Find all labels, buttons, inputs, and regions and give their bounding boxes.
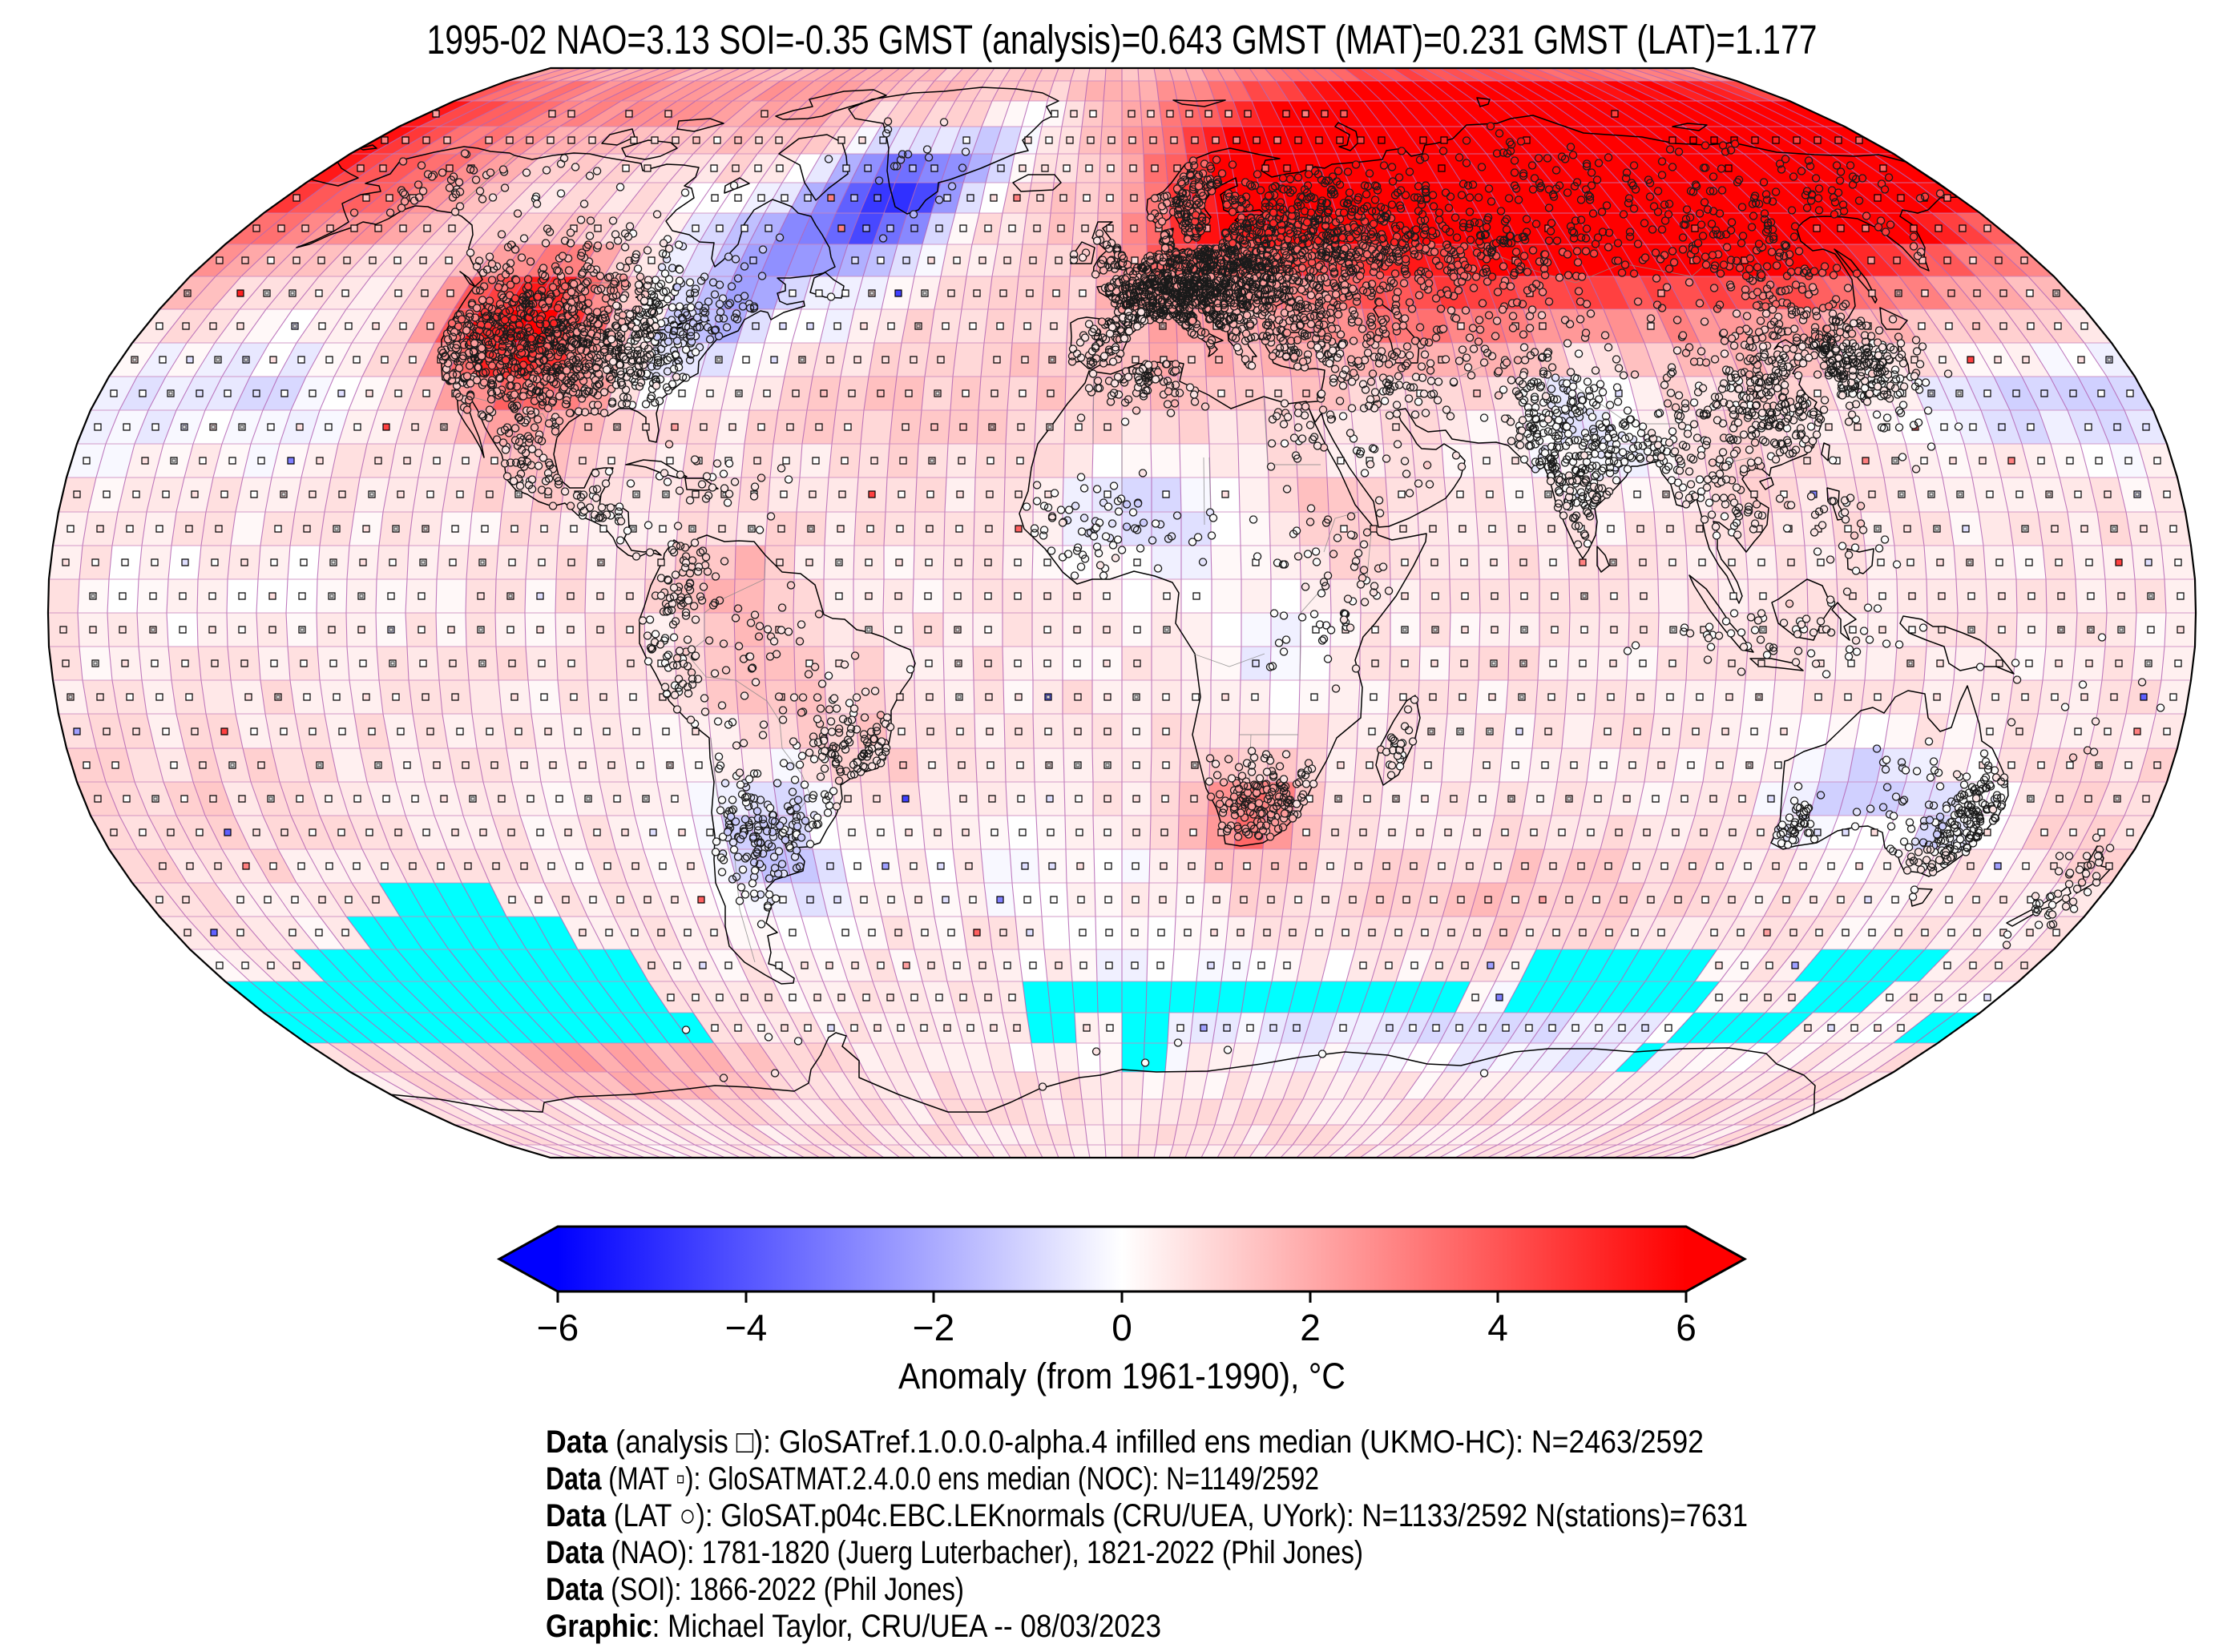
svg-text:Data (NAO): 1781-1820 (Juerg L: Data (NAO): 1781-1820 (Juerg Luterbacher… — [546, 1535, 1363, 1570]
svg-text:−6: −6 — [537, 1307, 579, 1348]
svg-text:1995-02 NAO=3.13 SOI=-0.35 GMS: 1995-02 NAO=3.13 SOI=-0.35 GMST (analysi… — [427, 17, 1818, 62]
svg-text:0: 0 — [1112, 1307, 1132, 1348]
svg-text:Anomaly (from 1961-1990), °C: Anomaly (from 1961-1990), °C — [898, 1356, 1346, 1396]
svg-text:2: 2 — [1300, 1307, 1321, 1348]
svg-text:−4: −4 — [725, 1307, 767, 1348]
svg-text:4: 4 — [1487, 1307, 1508, 1348]
svg-text:−2: −2 — [913, 1307, 954, 1348]
svg-text:Data (LAT ○): GloSAT.p04c.EBC.: Data (LAT ○): GloSAT.p04c.EBC.LEKnormals… — [546, 1498, 1748, 1533]
svg-text:Data (MAT ▫): GloSATMAT.2.4.0.: Data (MAT ▫): GloSATMAT.2.4.0.0 ens medi… — [546, 1461, 1319, 1497]
svg-text:Data (SOI): 1866-2022 (Phil Jo: Data (SOI): 1866-2022 (Phil Jones) — [546, 1572, 964, 1607]
svg-text:Graphic: Michael Taylor, CRU/U: Graphic: Michael Taylor, CRU/UEA -- 08/0… — [546, 1609, 1161, 1644]
svg-text:6: 6 — [1676, 1307, 1697, 1348]
svg-text:Data (analysis □): GloSATref.1: Data (analysis □): GloSATref.1.0.0.0-alp… — [546, 1424, 1704, 1460]
